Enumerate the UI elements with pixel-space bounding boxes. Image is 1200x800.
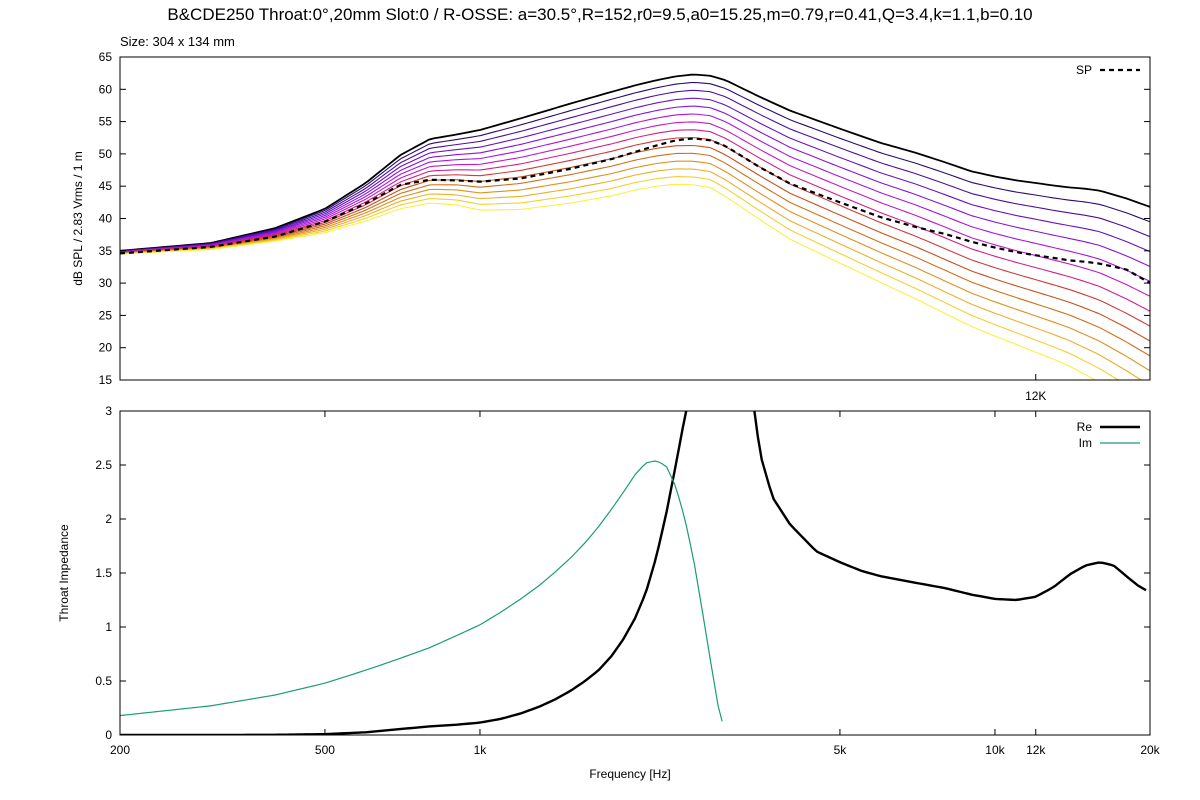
spl-curve-4 — [120, 97, 1150, 253]
spl-curve-11 — [120, 152, 1150, 357]
imp-xtick-label: 10k — [985, 743, 1005, 757]
spl-curves — [120, 73, 1150, 380]
spl-curve-2 — [120, 81, 1150, 252]
imp-ytick-label: 2.5 — [95, 458, 112, 472]
chart-subtitle: Size: 304 x 134 mm — [120, 34, 235, 49]
imp-curves — [120, 411, 1147, 735]
spl-curve-1 — [120, 73, 1150, 252]
imp-xtick-label: 5k — [834, 743, 848, 757]
spl-curve-3 — [120, 89, 1150, 252]
spl-curve-13 — [120, 168, 1143, 380]
spl-ytick-label: 30 — [99, 276, 113, 290]
imp-ytick-label: 3 — [105, 404, 112, 418]
imp-ytick-label: 0.5 — [95, 674, 112, 688]
imp-series-line-re — [120, 411, 1147, 735]
imp-legend-label-re: Re — [1077, 420, 1093, 434]
spl-ytick-label: 15 — [99, 373, 113, 387]
spl-ytick-label: 45 — [99, 179, 113, 193]
imp-ytick-label: 1 — [105, 620, 112, 634]
spl-y-axis-label: dB SPL / 2.83 Vrms / 1 m — [71, 151, 85, 286]
imp-xtick-label: 1k — [474, 743, 488, 757]
spl-ytick-label: 50 — [99, 147, 113, 161]
imp-x-axis-label: Frequency [Hz] — [589, 767, 670, 781]
spl-series-line-sp — [120, 137, 1150, 285]
spl-xtick-label: 12K — [1025, 389, 1046, 403]
spl-ytick-label: 35 — [99, 244, 113, 258]
spl-ytick-label: 25 — [99, 308, 113, 322]
spl-ytick-label: 65 — [99, 50, 113, 64]
spl-plot-panel: 15 20 25 30 35 40 45 50 55 60 65 12K dB SPL / 2.83 V… — [71, 50, 1151, 403]
spl-curve-8 — [120, 129, 1150, 312]
imp-ytick-label: 1.5 — [95, 566, 112, 580]
spl-ytick-label: 40 — [99, 212, 113, 226]
imp-plot-frame — [119, 410, 1151, 736]
imp-y-axis-label: Throat Impedance — [57, 524, 71, 622]
spl-ytick-label: 20 — [99, 341, 113, 355]
imp-series-line-im — [120, 460, 723, 722]
spl-curve-14 — [120, 176, 1120, 380]
imp-legend-label-im: Im — [1079, 436, 1092, 450]
chart-title: B&CDE250 Throat:0°,20mm Slot:0 / R-OSSE:… — [167, 5, 1033, 24]
imp-xtick-label: 20k — [1140, 743, 1160, 757]
spl-ytick-label: 55 — [99, 115, 113, 129]
spl-curve-5 — [120, 105, 1150, 267]
spl-ytick-label: 60 — [99, 82, 113, 96]
imp-ytick-label: 2 — [105, 512, 112, 526]
imp-ytick-label: 0 — [105, 728, 112, 742]
spl-curve-6 — [120, 113, 1150, 282]
spl-legend-label: SP — [1076, 63, 1092, 77]
imp-xtick-label: 200 — [110, 743, 130, 757]
imp-xtick-label: 500 — [315, 743, 335, 757]
spl-curve-15 — [120, 183, 1097, 380]
spl-curve-12 — [120, 160, 1150, 372]
spl-curve-7 — [120, 121, 1150, 297]
spl-plot-frame — [119, 56, 1151, 381]
imp-xtick-label: 12k — [1026, 743, 1046, 757]
impedance-plot-panel: 0 0.5 1 1.5 2 2.5 3 200 500 1k 5k 10k 12k 20k Throat I… — [57, 404, 1161, 781]
